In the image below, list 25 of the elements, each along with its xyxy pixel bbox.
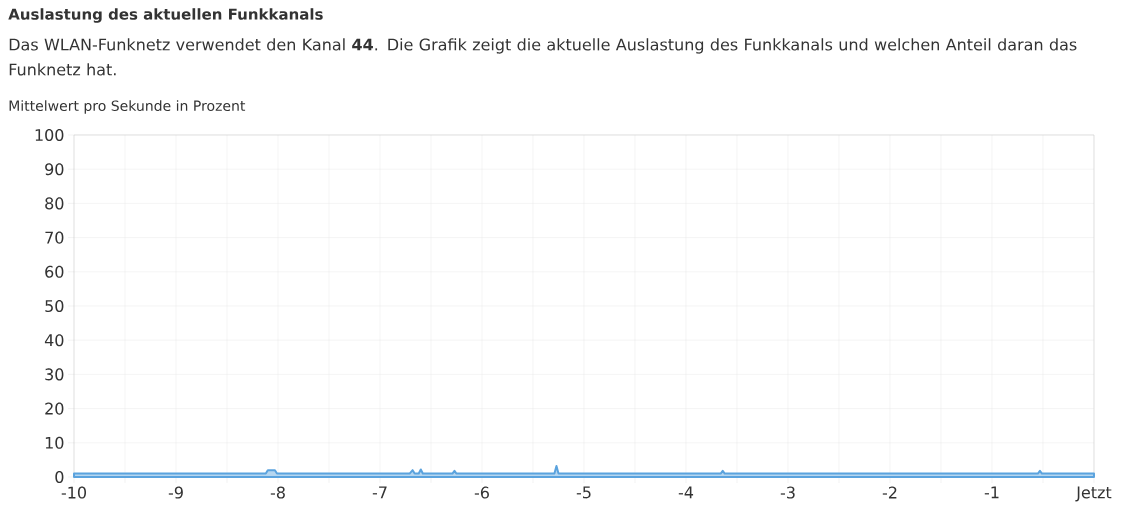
y-tick-label: 40 [44, 334, 64, 347]
x-tick-label: Jetzt [1075, 486, 1112, 502]
x-tick-label: -6 [474, 486, 489, 499]
x-tick-label: -4 [678, 486, 694, 499]
x-tick-label: -1 [984, 486, 999, 499]
y-tick-label: 30 [45, 368, 64, 381]
text: Das WLAN-Funknetz verwendet den Kanal 44. Die Grafik zeigt die aktuelle Auslastung des Funkkanals und welchen Anteil daran das Funknetz hat. [9, 38, 1077, 76]
x-tick-label: -10 [61, 486, 87, 499]
y-tick-label: 80 [45, 197, 64, 210]
y-tick-label: 0 [55, 470, 64, 484]
y-tick-label: 90 [45, 163, 64, 176]
x-tick-label: -5 [576, 486, 591, 499]
y-tick-label: 70 [45, 231, 64, 244]
y-axis-title: Mittelwert pro Sekunde in Prozent [9, 100, 246, 114]
x-tick-label: -9 [168, 486, 183, 499]
y-tick-label: 100 [35, 128, 64, 142]
x-tick-label: -8 [270, 486, 285, 499]
y-tick-label: 10 [45, 436, 64, 449]
y-tick-label: 20 [45, 402, 64, 415]
x-tick-label: -7 [372, 486, 387, 499]
x-tick-label: -3 [780, 486, 795, 499]
y-tick-label: 50 [45, 299, 64, 313]
y-tick-label: 60 [45, 265, 64, 278]
chart-title: Auslastung des aktuellen Funkkanals [8, 8, 323, 23]
x-tick-label: -2 [882, 486, 897, 499]
